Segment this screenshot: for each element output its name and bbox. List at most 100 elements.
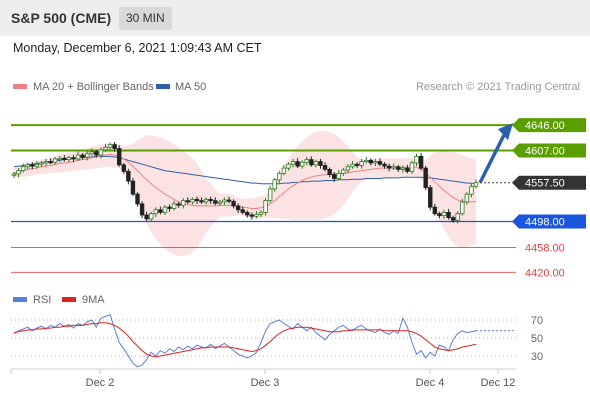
- level-tag-box: [512, 143, 586, 158]
- candle-body: [34, 163, 40, 167]
- candle-body: [149, 213, 154, 220]
- candle-body: [217, 201, 223, 204]
- candle: [290, 158, 296, 168]
- candle-body: [322, 165, 328, 170]
- candle-body: [176, 203, 181, 206]
- candle-body: [30, 164, 35, 167]
- rsi-tick-30: 30: [531, 351, 543, 363]
- candle-body: [20, 166, 26, 172]
- candle-body: [11, 173, 17, 176]
- candle: [377, 158, 383, 167]
- candle-body: [272, 179, 277, 190]
- candle-body: [313, 161, 319, 166]
- candle-body: [249, 214, 255, 217]
- candle: [149, 211, 154, 222]
- candle: [318, 158, 323, 169]
- candle: [313, 159, 319, 168]
- candle-body: [231, 200, 236, 207]
- candle: [450, 215, 456, 223]
- candle-body: [171, 203, 177, 209]
- candle-body: [190, 198, 195, 203]
- candle: [400, 165, 406, 173]
- candle-body: [277, 172, 282, 181]
- candle-body: [240, 209, 245, 213]
- x-tick-label: Dec 3: [251, 377, 280, 389]
- candle-body: [203, 198, 209, 203]
- candle: [153, 207, 159, 217]
- candle-body: [446, 211, 451, 218]
- candle-body: [437, 213, 442, 217]
- chart-header: S&P 500 (CME) 30 MIN: [0, 0, 590, 36]
- candle-body: [359, 161, 364, 166]
- candle: [203, 197, 209, 205]
- candle-body: [258, 211, 264, 215]
- candle: [432, 203, 438, 216]
- candle-body: [418, 155, 424, 169]
- candle: [162, 205, 168, 215]
- candle: [158, 206, 163, 215]
- candle-body: [382, 163, 387, 167]
- candle: [423, 166, 428, 191]
- candle-body: [139, 203, 145, 216]
- candle-body: [441, 211, 447, 217]
- candle-body: [309, 159, 314, 166]
- candle: [345, 164, 351, 174]
- candle: [199, 197, 204, 204]
- candle-body: [286, 163, 291, 169]
- candle: [30, 162, 35, 170]
- x-tick-label: Dec 2: [86, 377, 115, 389]
- candle-body: [162, 206, 168, 213]
- candle-body: [235, 205, 241, 211]
- candle-body: [98, 149, 104, 156]
- rsi-series-9MA: [13, 322, 477, 358]
- candle: [94, 149, 99, 158]
- candle-body: [94, 151, 99, 156]
- candle: [139, 201, 145, 219]
- candle: [213, 197, 218, 206]
- candle: [167, 204, 172, 212]
- candle: [455, 211, 460, 224]
- candle: [43, 158, 49, 167]
- candle-body: [25, 164, 30, 168]
- candle-body: [364, 159, 369, 162]
- candle: [286, 162, 291, 171]
- candle: [373, 158, 378, 167]
- candle: [254, 211, 259, 219]
- ma9-legend-label: 9MA: [82, 294, 105, 306]
- candle: [418, 153, 424, 171]
- candle: [25, 162, 30, 170]
- candle: [327, 167, 332, 178]
- candle-body: [80, 154, 85, 158]
- level-tag-4607.00: 4607.00: [512, 143, 586, 158]
- candle: [460, 198, 465, 216]
- candle: [34, 160, 40, 169]
- level-tag-4646.00: 4646.00: [512, 118, 586, 133]
- candle: [446, 209, 451, 220]
- candle: [441, 209, 447, 219]
- candle-body: [107, 144, 113, 148]
- candle: [428, 185, 433, 211]
- candle: [405, 164, 410, 174]
- candle-body: [121, 164, 126, 172]
- candle-body: [281, 167, 287, 174]
- candle-body: [208, 198, 213, 202]
- last-price-text: 4557.50: [525, 178, 565, 190]
- candle: [386, 163, 392, 172]
- candle: [20, 163, 26, 173]
- candle: [117, 145, 122, 167]
- candle: [222, 197, 227, 206]
- rsi-legend-label: RSI: [33, 294, 51, 306]
- level-tag-box: [512, 118, 586, 133]
- chart-datetime: Monday, December 6, 2021 1:09:43 AM CET: [13, 41, 262, 55]
- interval-button[interactable]: 30 MIN: [119, 7, 172, 30]
- candle-body: [75, 154, 81, 160]
- candle-body: [181, 200, 186, 206]
- candle-body: [327, 168, 332, 176]
- candle-body: [103, 146, 108, 151]
- level-tag-box: [512, 214, 586, 229]
- candle: [277, 170, 282, 184]
- candle-body: [464, 193, 470, 203]
- ma20-legend-label: MA 20 + Bollinger Bands: [33, 81, 154, 93]
- candle: [39, 160, 44, 167]
